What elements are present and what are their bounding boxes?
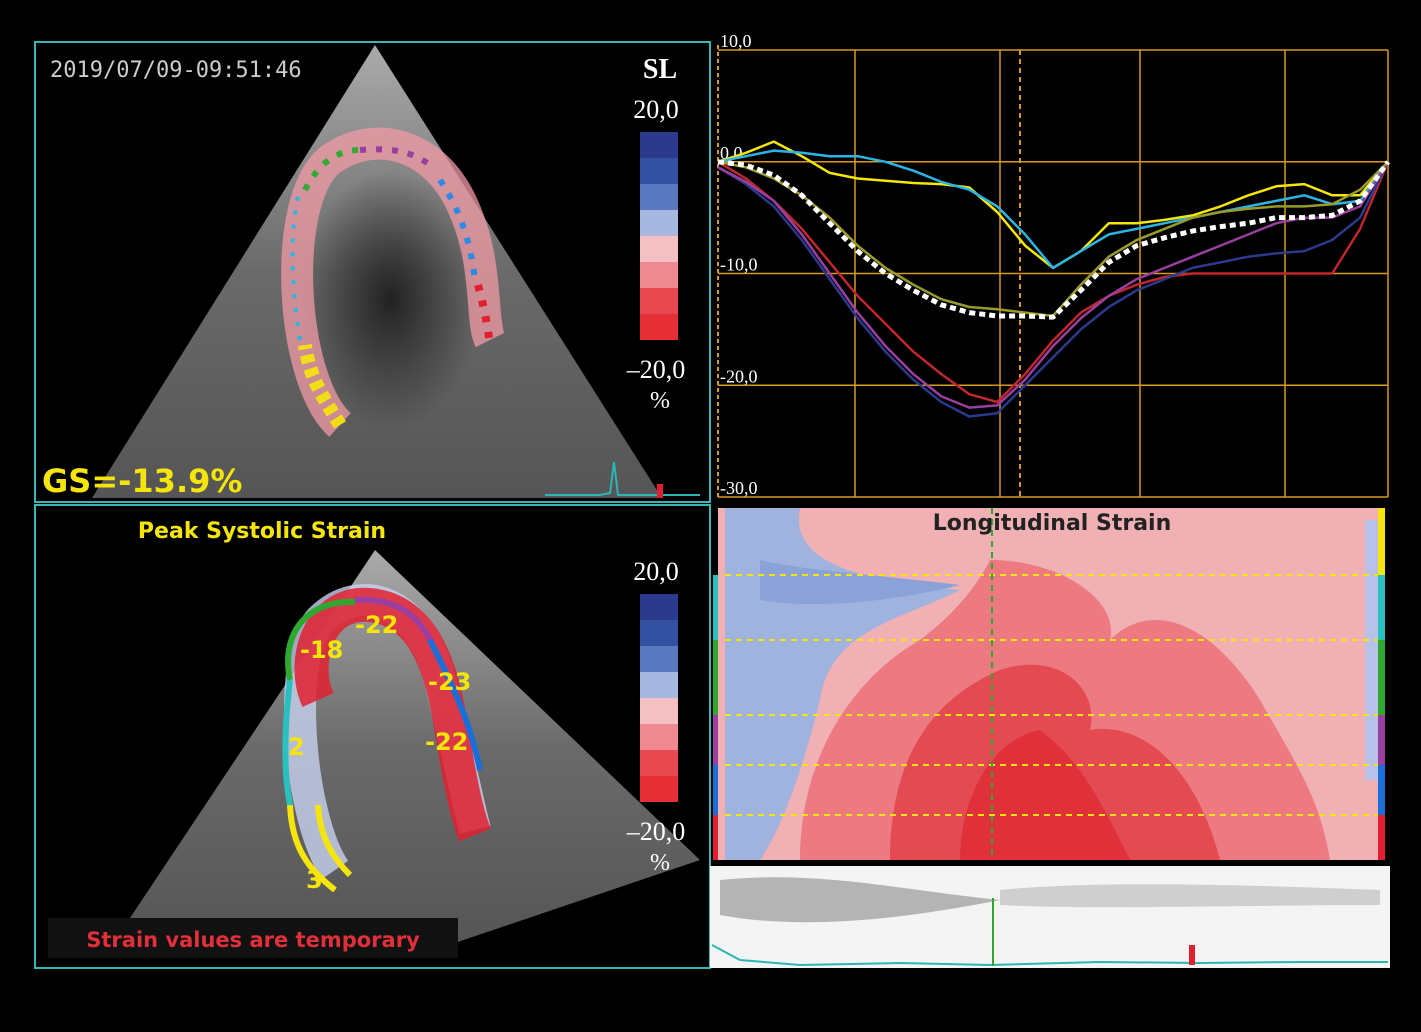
y-tick-label: -20,0 xyxy=(720,366,758,386)
bar-segment xyxy=(1378,640,1385,715)
segment-label: 2 xyxy=(288,733,305,761)
scale-min: –20,0 xyxy=(626,817,686,846)
segment-label: -22 xyxy=(355,611,398,639)
bar-segment xyxy=(1378,815,1385,860)
strain-curve-chart: 10,00,0-10,0-20,0-30,0 xyxy=(712,31,1392,502)
scale-swatch xyxy=(640,594,678,620)
scale-swatch xyxy=(640,210,678,236)
scale-swatch xyxy=(640,646,678,672)
bar-segment xyxy=(1378,765,1385,815)
bar-segment xyxy=(713,640,718,715)
scale-swatch xyxy=(640,236,678,262)
scale-swatch xyxy=(640,698,678,724)
scale-unit: % xyxy=(650,850,670,876)
map-blue-region xyxy=(1365,520,1380,780)
scale-swatch xyxy=(640,620,678,646)
warning-text: Strain values are temporary xyxy=(86,928,420,952)
y-tick-label: -10,0 xyxy=(720,255,758,275)
color-scale xyxy=(640,132,678,340)
scale-swatch xyxy=(640,262,678,288)
bar-segment xyxy=(1378,508,1385,575)
scale-max: 20,0 xyxy=(633,557,679,586)
bar-segment xyxy=(713,765,718,815)
ecg-marker xyxy=(657,484,663,498)
color-scale xyxy=(640,594,678,802)
scale-swatch xyxy=(640,314,678,340)
scale-swatch xyxy=(640,776,678,802)
y-tick-label: -30,0 xyxy=(720,478,758,498)
mode-label: SL xyxy=(643,54,677,85)
echo-panel-bottom: Peak Systolic Strain -18 -22 -23 -22 2 3… xyxy=(35,505,710,968)
strain-map: Longitudinal Strain xyxy=(713,508,1385,860)
scale-min: –20,0 xyxy=(626,355,686,384)
chart-area xyxy=(712,42,1392,502)
screen: 2019/07/09-09:51:46 SL 20,0 –20,0 % GS=-… xyxy=(0,0,1421,1032)
map-title: Longitudinal Strain xyxy=(933,511,1172,536)
scale-swatch xyxy=(640,724,678,750)
scale-swatch xyxy=(640,750,678,776)
bar-segment xyxy=(1378,715,1385,765)
scale-swatch xyxy=(640,672,678,698)
bar-segment xyxy=(1378,575,1385,640)
segment-label: 3 xyxy=(306,866,323,894)
m-mode-strip xyxy=(710,866,1390,968)
timestamp: 2019/07/09-09:51:46 xyxy=(50,58,302,83)
segment-label: -18 xyxy=(300,636,343,664)
scale-swatch xyxy=(640,132,678,158)
bar-segment xyxy=(713,815,718,860)
y-tick-label: 10,0 xyxy=(720,31,752,51)
echo-panel-top: 2019/07/09-09:51:46 SL 20,0 –20,0 % GS=-… xyxy=(35,42,710,502)
ecg-marker xyxy=(1189,945,1195,965)
bar-segment xyxy=(713,575,718,640)
bar-segment xyxy=(713,715,718,765)
page: 2019/07/09-09:51:46 SL 20,0 –20,0 % GS=-… xyxy=(0,0,1421,1032)
segment-label: -22 xyxy=(425,728,468,756)
panel-title: Peak Systolic Strain xyxy=(138,519,386,544)
scale-swatch xyxy=(640,184,678,210)
scale-swatch xyxy=(640,288,678,314)
scale-unit: % xyxy=(650,388,670,414)
global-strain: GS=-13.9% xyxy=(42,462,242,500)
scale-swatch xyxy=(640,158,678,184)
scale-max: 20,0 xyxy=(633,95,679,124)
segment-label: -23 xyxy=(428,668,471,696)
